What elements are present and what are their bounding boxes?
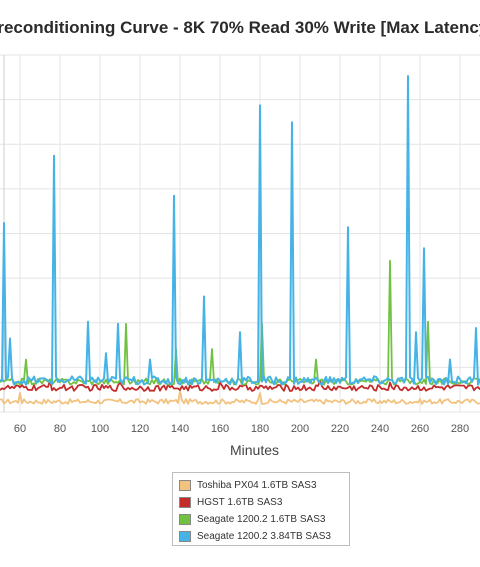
x-tick-label: 140 <box>171 423 189 435</box>
x-tick-label: 100 <box>91 423 109 435</box>
x-tick-label: 260 <box>411 423 429 435</box>
legend-swatch <box>179 496 191 508</box>
x-tick-labels: 60 80 100 120 140 160 180 200 220 240 260 280 <box>14 423 469 435</box>
legend-swatch <box>179 513 191 525</box>
legend-item: Seagate 1200.2 1.6TB SAS3 <box>179 512 325 526</box>
x-tick-label: 180 <box>251 423 269 435</box>
series-line-0 <box>0 390 480 405</box>
x-tick-label: 120 <box>131 423 149 435</box>
legend-label: HGST 1.6TB SAS3 <box>197 496 283 508</box>
x-tick-label: 240 <box>371 423 389 435</box>
series-line-3 <box>0 75 480 386</box>
legend: Toshiba PX04 1.6TB SAS3 HGST 1.6TB SAS3 Se… <box>172 472 350 546</box>
x-tick-label: 220 <box>331 423 349 435</box>
x-tick-label: 280 <box>451 423 469 435</box>
legend-item: HGST 1.6TB SAS3 <box>179 495 282 509</box>
series-line-1 <box>0 379 480 392</box>
legend-label: Toshiba PX04 1.6TB SAS3 <box>197 479 317 491</box>
x-axis-label: Minutes <box>230 442 280 458</box>
series-layer <box>0 75 480 405</box>
legend-label: Seagate 1200.2 3.84TB SAS3 <box>197 530 331 542</box>
legend-item: Toshiba PX04 1.6TB SAS3 <box>179 478 317 492</box>
legend-item: Seagate 1200.2 3.84TB SAS3 <box>179 529 331 543</box>
legend-swatch <box>179 479 191 491</box>
legend-label: Seagate 1200.2 1.6TB SAS3 <box>197 513 326 525</box>
x-tick-label: 200 <box>291 423 309 435</box>
series-line-2 <box>0 259 480 386</box>
chart-title: Preconditioning Curve - 8K 70% Read 30% … <box>0 18 480 37</box>
grid <box>0 54 480 413</box>
x-tick-label: 160 <box>211 423 229 435</box>
x-tick-label: 80 <box>54 423 66 435</box>
line-chart: 60 80 100 120 140 160 180 200 220 240 260 280 <box>0 54 480 435</box>
legend-swatch <box>179 530 191 542</box>
x-tick-label: 60 <box>14 423 26 435</box>
